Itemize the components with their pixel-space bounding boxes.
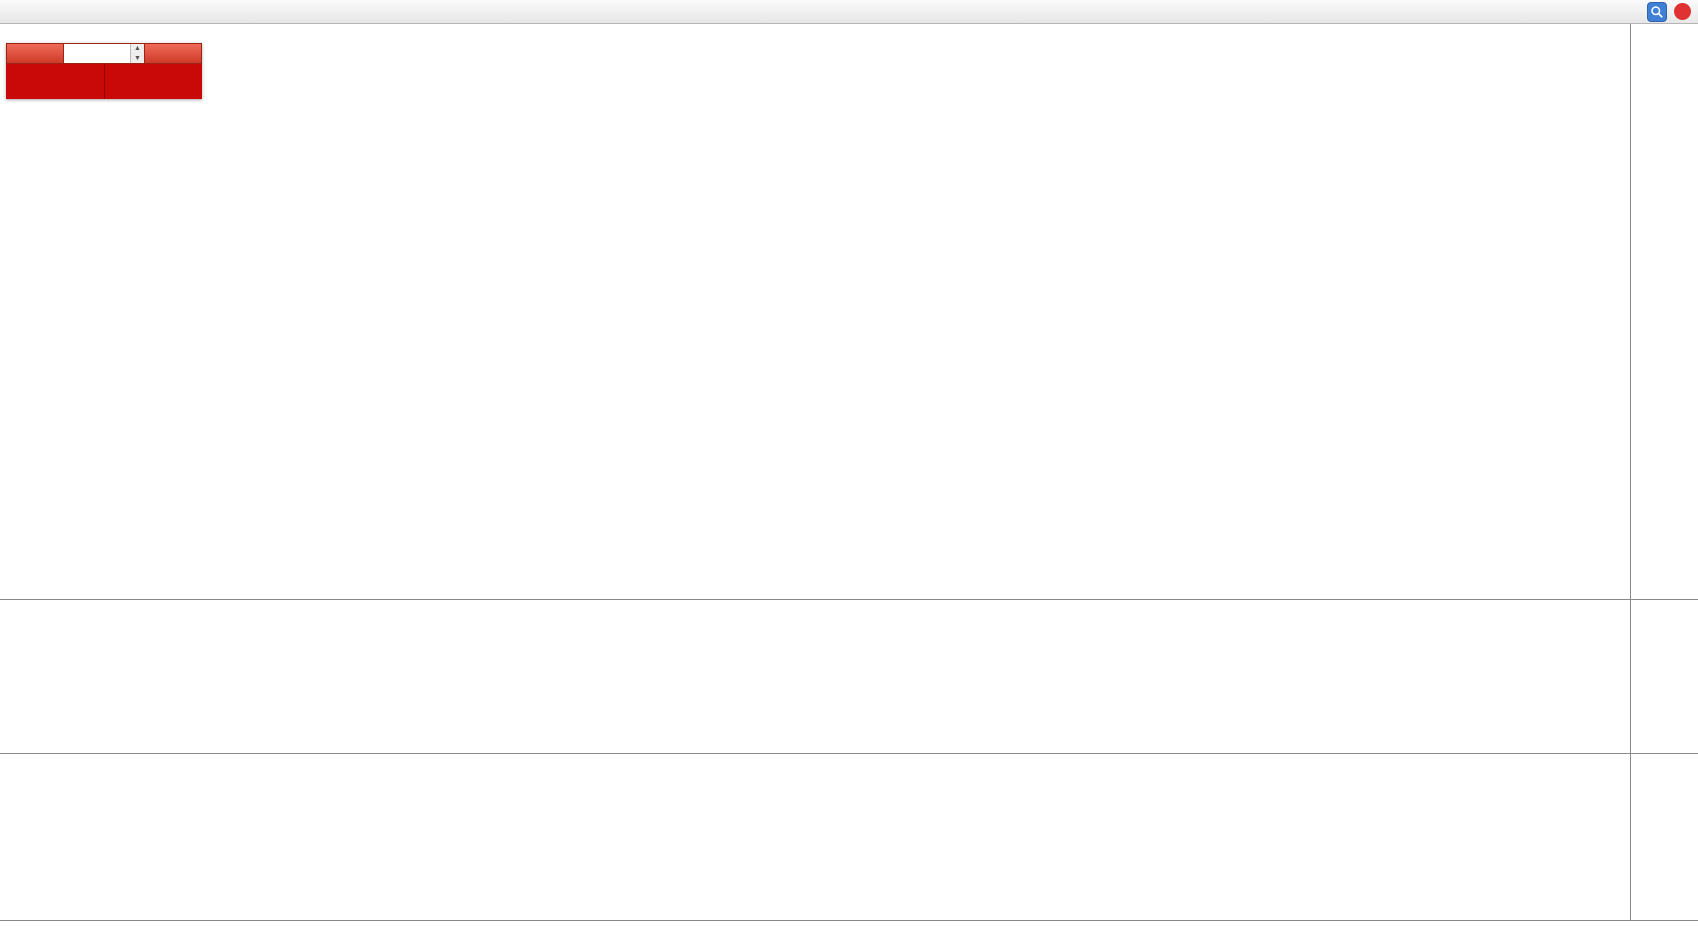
macd-svg[interactable] <box>0 600 1630 753</box>
sell-button[interactable] <box>6 43 64 64</box>
macd-panel[interactable] <box>0 599 1630 753</box>
rsi-panel[interactable] <box>0 753 1630 920</box>
main-toolbar <box>0 0 1698 24</box>
volume-down-button[interactable]: ▼ <box>131 53 144 63</box>
toolbar-right <box>1647 1 1694 22</box>
rsi-axis[interactable] <box>1630 753 1698 920</box>
rsi-svg[interactable] <box>0 754 1630 920</box>
search-button[interactable] <box>1647 1 1667 22</box>
sell-price[interactable] <box>6 64 105 99</box>
macd-label <box>4 602 12 612</box>
main-chart-svg[interactable] <box>0 24 1630 599</box>
volume-field: ▲ ▼ <box>64 43 144 64</box>
symbol-info <box>4 29 10 40</box>
volume-input[interactable] <box>64 44 130 63</box>
main-chart-panel[interactable]: ▲ ▼ <box>0 24 1630 599</box>
macd-axis[interactable] <box>1630 599 1698 753</box>
buy-price[interactable] <box>105 64 203 99</box>
rsi-label <box>4 756 8 766</box>
one-click-trading-panel: ▲ ▼ <box>6 43 202 99</box>
volume-up-button[interactable]: ▲ <box>131 44 144 54</box>
price-axis[interactable] <box>1630 24 1698 599</box>
volume-spinner: ▲ ▼ <box>130 44 144 63</box>
time-axis[interactable] <box>0 920 1698 943</box>
notification-badge[interactable] <box>1674 3 1691 20</box>
search-icon <box>1651 5 1663 18</box>
buy-button[interactable] <box>144 43 202 64</box>
